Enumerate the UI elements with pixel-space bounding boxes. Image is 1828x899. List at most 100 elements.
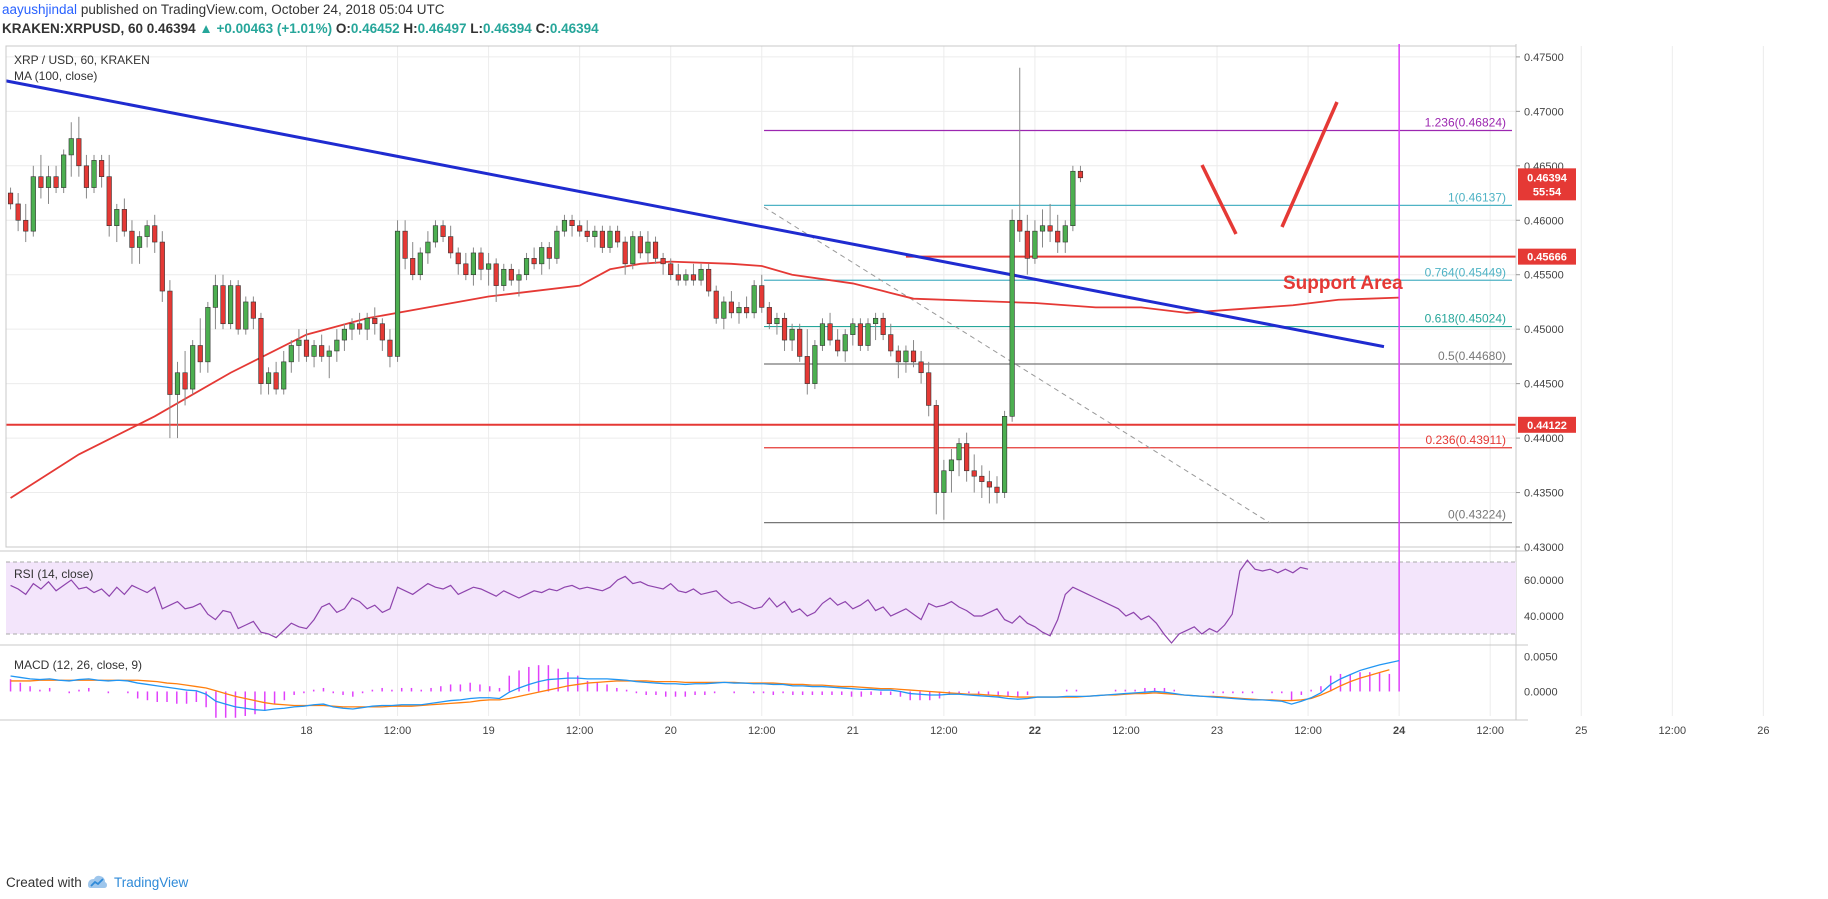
candles	[7, 67, 1084, 520]
candle-body	[136, 236, 143, 248]
candle-body	[918, 361, 924, 374]
candle-body	[713, 290, 719, 319]
time-tick-label: 12:00	[1294, 725, 1322, 737]
price-change: ▲ +0.00463 (+1.01%)	[199, 21, 333, 36]
fib-level-label: 1(0.46137)	[1448, 190, 1506, 204]
candle-body	[948, 459, 955, 472]
candle-body	[38, 176, 44, 188]
candle-body	[379, 323, 385, 341]
candle-body	[1062, 225, 1068, 243]
price-tick-label: 0.47500	[1524, 52, 1564, 64]
candle-body	[121, 209, 127, 232]
trendline[interactable]	[5, 79, 1385, 349]
candle-body	[926, 372, 932, 406]
chart-header: aayushjindal published on TradingView.co…	[0, 0, 1828, 44]
time-tick-label: 26	[1757, 725, 1769, 737]
candle-body	[1001, 416, 1008, 493]
candle-body	[789, 328, 795, 341]
candle-body	[1017, 219, 1023, 232]
candle-body	[1047, 225, 1053, 232]
support-price-badge	[1518, 248, 1576, 265]
candle-body	[759, 285, 765, 308]
ma-100-line	[10, 260, 1400, 499]
fib-retracement[interactable]: 1.236(0.46824) 1(0.46137) 0.764(0.45449) 0.…	[763, 116, 1512, 524]
candle-body	[964, 443, 970, 472]
candle-body	[455, 252, 461, 265]
candle-body	[508, 268, 514, 281]
candle-body	[296, 339, 302, 346]
axes: 0.43000 0.43500 0.44000 0.44500 0.45000 0.455…	[0, 44, 1769, 737]
candle-body	[819, 323, 826, 346]
candle-body	[554, 230, 560, 259]
candle-body	[774, 317, 780, 325]
candle-body	[432, 225, 439, 243]
candle-body	[599, 230, 605, 248]
fib-level-label: 0.5(0.44680)	[1438, 349, 1506, 363]
candle-body	[857, 323, 863, 346]
candle-body	[539, 247, 545, 265]
rsi-band	[6, 562, 1516, 634]
candle-body	[615, 230, 621, 243]
candle-body	[622, 241, 628, 265]
candle-body	[364, 317, 370, 330]
candle-body	[675, 274, 681, 281]
fib-level-label: 0.618(0.45024)	[1425, 312, 1506, 326]
low-label: L:	[470, 21, 483, 36]
candle-body	[15, 203, 21, 221]
time-tick-label: 12:00	[748, 725, 776, 737]
candle-body	[797, 328, 803, 357]
candle-body	[417, 252, 423, 276]
candle-body	[865, 323, 871, 346]
candle-body	[273, 372, 279, 390]
candle-body	[569, 219, 575, 227]
candle-body	[486, 263, 492, 270]
rsi-tick-label: 60.0000	[1524, 575, 1564, 587]
candle-body	[668, 263, 674, 276]
candle-body	[561, 219, 568, 232]
rsi-tick-label: 40.0000	[1524, 611, 1564, 623]
candle-body	[159, 241, 165, 292]
last-price: 0.46394	[146, 21, 196, 36]
price-tick-label: 0.44000	[1524, 433, 1564, 445]
candle-body	[30, 176, 36, 232]
publish-info: published on TradingView.com, October 24…	[80, 2, 445, 17]
chart-title: XRP / USD, 60, KRAKEN	[14, 53, 150, 67]
candle-body	[205, 307, 211, 363]
candle-body	[349, 323, 355, 330]
candle-body	[463, 263, 469, 276]
time-tick-label: 25	[1575, 725, 1587, 737]
candle-body	[766, 307, 772, 325]
candle-body	[258, 317, 264, 384]
drawings[interactable]	[1200, 101, 1339, 235]
author-link[interactable]: aayushjindal	[2, 2, 78, 17]
candle-body	[303, 339, 310, 357]
time-tick-label: 24	[1393, 725, 1406, 737]
price-tick-label: 0.45000	[1524, 324, 1564, 336]
candle-body	[781, 317, 788, 341]
tradingview-link[interactable]: TradingView	[114, 875, 189, 890]
fib-level-label: 0(0.43224)	[1448, 508, 1506, 522]
chart-canvas[interactable]: 1.236(0.46824)1(0.46137)0.764(0.45449)0.…	[0, 44, 1828, 867]
support-area-label: Support Area	[1283, 273, 1403, 294]
candle-body	[516, 274, 522, 281]
candle-body	[1077, 170, 1084, 179]
candle-body	[744, 307, 750, 314]
footer: Created with TradingView	[0, 867, 1828, 897]
countdown-label: 55:54	[1533, 186, 1562, 198]
ohlc-line: KRAKEN:XRPUSD, 60 0.46394 ▲ +0.00463 (+1…	[2, 21, 599, 37]
candle-body	[873, 317, 879, 325]
candle-body	[986, 481, 992, 488]
candle-body	[577, 225, 583, 232]
candle-body	[23, 219, 29, 232]
candle-body	[182, 372, 188, 390]
support-price-badge	[1518, 416, 1576, 433]
candle-body	[91, 160, 97, 188]
fib-level-label: 1.236(0.46824)	[1425, 116, 1506, 130]
support-lines[interactable]: 0.45666 0.44122	[6, 248, 1576, 433]
candle-body	[880, 317, 886, 335]
projection-down-stroke	[1200, 164, 1238, 235]
candle-body	[402, 230, 408, 259]
projection-up-stroke	[1280, 101, 1339, 228]
candle-body	[1024, 230, 1030, 259]
tradingview-logo-icon	[88, 875, 107, 888]
